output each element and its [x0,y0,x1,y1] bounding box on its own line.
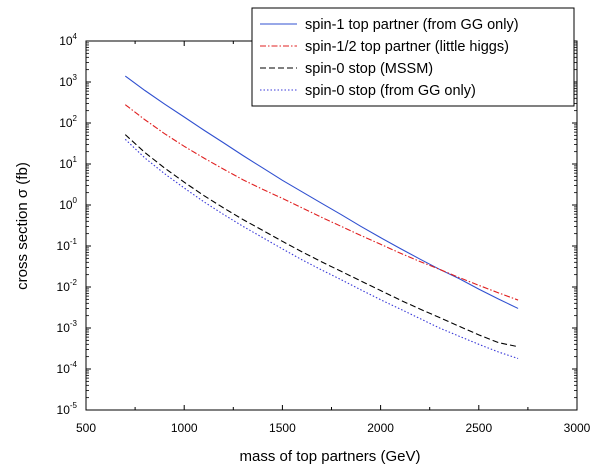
series-line-2 [124,104,519,301]
x-tick-label: 500 [76,421,96,435]
y-tick-label: 10-2 [57,278,78,294]
y-tick-exponent: -1 [70,237,78,246]
x-axis-label: mass of top partners (GeV) [240,448,421,465]
legend-box [251,7,575,107]
y-tick-exponent: -5 [70,401,78,410]
y-tick-exponent: 2 [73,114,78,123]
x-tick-label: 2000 [367,421,394,435]
series-line-3 [124,134,519,348]
series-layer [124,75,519,360]
x-tick-label: 1500 [269,421,296,435]
x-tick-label: 1000 [171,421,198,435]
y-tick-label: 100 [59,196,77,212]
y-tick-label: 103 [59,73,77,89]
y-tick-exponent: 0 [73,196,78,205]
legend-label-2: spin-1/2 top partner (little higgs) [305,39,509,55]
legend-label-4: spin-0 stop (from GG only) [305,83,476,99]
x-tick-label: 2500 [465,421,492,435]
y-tick-label: 10-3 [57,319,78,335]
y-tick-label: 102 [59,114,77,130]
legend-label-3: spin-0 stop (MSSM) [305,61,433,77]
y-tick-exponent: -3 [70,319,78,328]
y-tick-label: 10-5 [57,401,78,417]
y-tick-exponent: -4 [70,360,78,369]
series-line-4 [124,138,519,360]
y-tick-label: 101 [59,155,77,171]
y-tick-exponent: 1 [73,155,78,164]
y-tick-label: 10-4 [57,360,78,376]
x-tick-label: 3000 [564,421,591,435]
legend: spin-1 top partner (from GG only) spin-1/… [251,7,575,107]
y-tick-exponent: -2 [70,278,78,287]
y-tick-exponent: 3 [73,73,78,82]
y-tick-label: 104 [59,32,77,48]
y-tick-label: 10-1 [57,237,78,253]
legend-label-1: spin-1 top partner (from GG only) [305,17,519,33]
series-line-1 [124,75,519,309]
y-tick-exponent: 4 [73,32,78,41]
x-axis-ticks: 500 1000 1500 2000 2500 3000 [76,41,591,435]
y-axis-label: cross section σ (fb) [14,162,31,290]
